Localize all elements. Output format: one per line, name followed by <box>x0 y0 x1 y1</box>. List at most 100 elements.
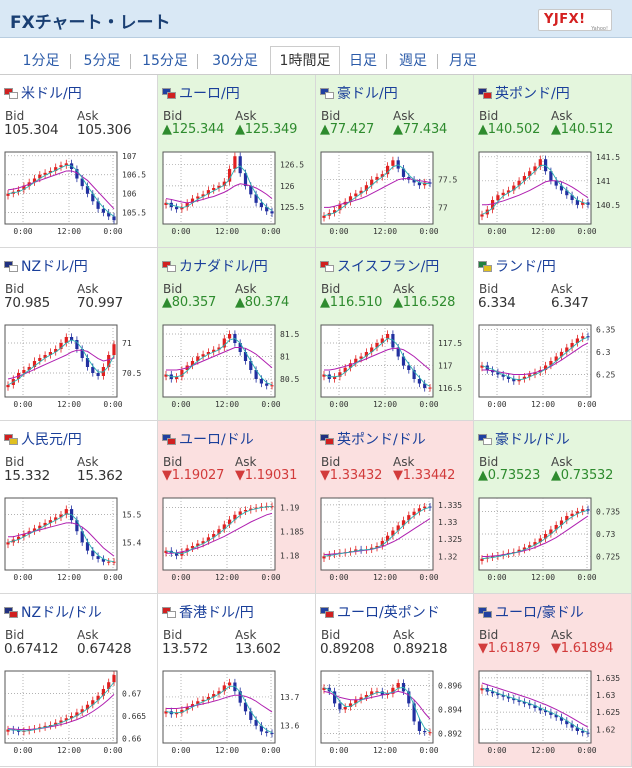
pair-name[interactable]: ユーロ/円 <box>162 83 240 103</box>
tab-4[interactable]: 1時間足 <box>270 46 340 75</box>
pair-name[interactable]: カナダドル/円 <box>162 256 268 276</box>
candle-body <box>112 675 116 683</box>
candle-body <box>91 700 95 705</box>
y-tick-label: 1.185 <box>280 528 304 537</box>
x-tick-label: 12:00 <box>531 746 555 755</box>
tab-5[interactable]: 日足 <box>349 53 377 69</box>
rate-card[interactable]: 英ポンド/ドル Bid Ask ▼1.33432 ▼1.33442 1.335 1.33 1.… <box>316 421 474 594</box>
price-chart[interactable]: 1.635 1.63 1.625 1.62 0:00 12:00 0:00 <box>476 667 630 759</box>
rate-card[interactable]: NZドル/円 Bid Ask 70.985 70.997 71 70.5 0:00 12:00 0… <box>0 248 158 421</box>
candle-body <box>570 195 574 200</box>
rate-card[interactable]: 米ドル/円 Bid Ask 105.304 105.306 107 106.5 106 105.… <box>0 75 158 248</box>
pair-name[interactable]: ユーロ/英ポンド <box>320 602 440 622</box>
y-tick-label: 1.33 <box>438 518 457 527</box>
x-tick-label: 12:00 <box>57 400 81 409</box>
pair-name[interactable]: 英ポンド/円 <box>478 83 570 103</box>
price-chart[interactable]: 0.735 0.73 0.725 0:00 12:00 0:00 <box>476 494 630 586</box>
candle-body <box>238 691 242 703</box>
y-tick-label: 141 <box>596 177 611 186</box>
pair-name[interactable]: 香港ドル/円 <box>162 602 254 622</box>
candle-body <box>175 712 179 715</box>
price-chart[interactable]: 1.19 1.185 1.18 0:00 12:00 0:00 <box>160 494 314 586</box>
price-chart[interactable]: 126.5 126 125.5 0:00 12:00 0:00 <box>160 148 314 240</box>
price-chart[interactable]: 15.5 15.4 0:00 12:00 0:00 <box>2 494 156 586</box>
candle-body <box>401 356 406 366</box>
pair-name[interactable]: NZドル/ドル <box>4 602 102 622</box>
pair-name[interactable]: ユーロ/豪ドル <box>478 602 584 622</box>
pair-name[interactable]: 豪ドル/円 <box>320 83 398 103</box>
currency-flag-icon <box>478 434 493 445</box>
candle-body <box>48 520 52 523</box>
tab-0[interactable]: 1分足 <box>22 53 60 69</box>
price-chart[interactable]: 77.5 77 0:00 12:00 0:00 <box>318 148 472 240</box>
rate-card[interactable]: カナダドル/円 Bid Ask ▲80.357 ▲80.374 81.5 81 80.5 0:0… <box>158 248 316 421</box>
x-tick-label: 0:00 <box>577 400 596 409</box>
currency-flag-icon <box>478 88 493 99</box>
tab-6[interactable]: 週足 <box>399 53 427 69</box>
pair-name[interactable]: 豪ドル/ドル <box>478 429 570 449</box>
candle-body <box>85 704 90 710</box>
candle-body <box>91 550 95 557</box>
yjfx-logo[interactable]: YJFX! Yahoo! <box>538 9 612 32</box>
rate-card[interactable]: スイスフラン/円 Bid Ask ▲116.510 ▲116.528 117.5 117 11… <box>316 248 474 421</box>
rate-card[interactable]: 人民元/円 Bid Ask 15.332 15.362 15.5 15.4 0:00 12:00… <box>0 421 158 594</box>
pair-name[interactable]: NZドル/円 <box>4 256 88 276</box>
tab-3[interactable]: 30分足 <box>212 53 258 69</box>
rate-card[interactable]: 豪ドル/円 Bid Ask ▲77.427 ▲77.434 77.5 77 0:00 12:00… <box>316 75 474 248</box>
rate-card[interactable]: ユーロ/英ポンド Bid Ask 0.89208 0.89218 0.896 0.894 0.… <box>316 594 474 767</box>
price-chart[interactable]: 141.5 141 140.5 0:00 12:00 0:00 <box>476 148 630 240</box>
rate-card[interactable]: 英ポンド/円 Bid Ask ▲140.502 ▲140.512 141.5 141 140.… <box>474 75 632 248</box>
price-chart[interactable]: 81.5 81 80.5 0:00 12:00 0:00 <box>160 321 314 413</box>
pair-name[interactable]: 米ドル/円 <box>4 83 82 103</box>
rate-card[interactable]: ランド/円 Bid Ask 6.334 6.347 6.35 6.3 6.25 0:00 12:0… <box>474 248 632 421</box>
candle-body <box>80 178 84 187</box>
candle-body <box>517 180 521 186</box>
tab-2[interactable]: 15分足 <box>142 53 188 69</box>
candle-body <box>22 186 26 190</box>
rate-card[interactable]: ユーロ/ドル Bid Ask ▼1.19027 ▼1.19031 1.19 1.185 1.1… <box>158 421 316 594</box>
candle-body <box>185 548 189 552</box>
price-chart[interactable]: 1.335 1.33 1.325 1.32 0:00 12:00 0:00 <box>318 494 472 586</box>
bid-value: ▲77.427 <box>320 122 375 137</box>
candle-body <box>228 334 232 339</box>
y-tick-label: 71 <box>122 339 132 348</box>
ask-label: Ask <box>551 282 573 296</box>
bid-value: 0.89208 <box>320 641 375 657</box>
candle-body <box>217 529 221 534</box>
pair-name[interactable]: 英ポンド/ドル <box>320 429 426 449</box>
price-chart[interactable]: 6.35 6.3 6.25 0:00 12:00 0:00 <box>476 321 630 413</box>
pair-name[interactable]: ユーロ/ドル <box>162 429 254 449</box>
x-tick-label: 0:00 <box>329 400 348 409</box>
tab-1[interactable]: 5分足 <box>83 53 121 69</box>
candle-body <box>101 689 105 696</box>
currency-flag-icon <box>4 434 19 445</box>
candle-body <box>417 721 421 731</box>
price-chart[interactable]: 13.7 13.6 0:00 12:00 0:00 <box>160 667 314 759</box>
x-tick-label: 0:00 <box>419 227 438 236</box>
rate-card[interactable]: NZドル/ドル Bid Ask 0.67412 0.67428 0.67 0.665 0.66… <box>0 594 158 767</box>
rate-card[interactable]: 豪ドル/ドル Bid Ask ▲0.73523 ▲0.73532 0.735 0.73 0.7… <box>474 421 632 594</box>
candle-body <box>517 700 521 702</box>
rate-card[interactable]: ユーロ/円 Bid Ask ▲125.344 ▲125.349 126.5 126 125.5… <box>158 75 316 248</box>
pair-name[interactable]: スイスフラン/円 <box>320 256 439 276</box>
y-tick-label: 6.3 <box>596 348 611 357</box>
tab-7[interactable]: 月足 <box>449 53 477 69</box>
rate-card[interactable]: ユーロ/豪ドル Bid Ask ▼1.61879 ▼1.61894 1.635 1.63 1.… <box>474 594 632 767</box>
y-tick-label: 6.35 <box>596 326 615 335</box>
candle-body <box>228 168 232 182</box>
pair-name[interactable]: ランド/円 <box>478 256 556 276</box>
candle-body <box>570 343 574 348</box>
candle-body <box>17 536 21 540</box>
rate-card[interactable]: 香港ドル/円 Bid Ask 13.572 13.602 13.7 13.6 0:00 12:0… <box>158 594 316 767</box>
candle-body <box>565 190 569 196</box>
price-chart[interactable]: 71 70.5 0:00 12:00 0:00 <box>2 321 156 413</box>
candle-body <box>491 200 495 210</box>
candle-body <box>270 385 274 387</box>
x-tick-label: 0:00 <box>171 746 190 755</box>
candle-body <box>522 547 526 550</box>
pair-name[interactable]: 人民元/円 <box>4 429 82 449</box>
